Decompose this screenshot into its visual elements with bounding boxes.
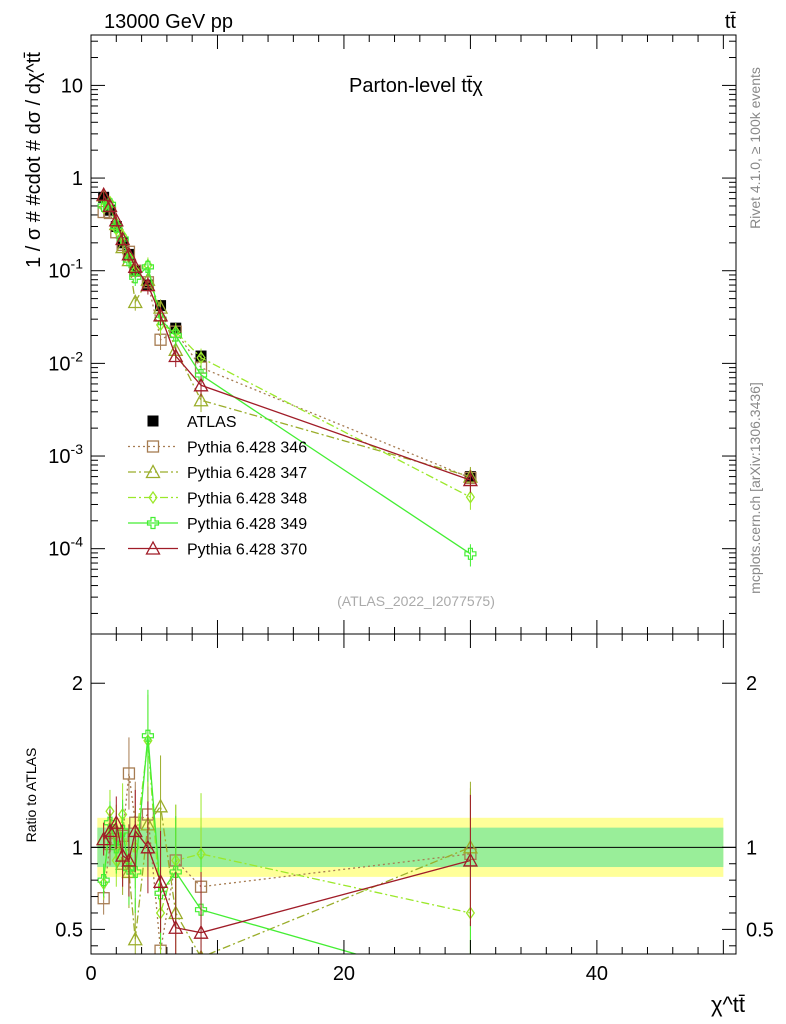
data-point [108, 212, 124, 227]
series-pythia-6-428-370 [96, 186, 479, 493]
data-point [152, 307, 169, 322]
ratio-point [169, 865, 182, 879]
ratio-point [141, 729, 155, 742]
ratio-point [108, 814, 124, 829]
series-pythia-6-428-349 [97, 198, 477, 567]
ratio-y-tick-label: 2 [72, 673, 83, 695]
main-y-tick-label: 1 [72, 168, 83, 190]
ratio-y-tick-label: 1 [72, 837, 83, 859]
ratio-frame [90, 633, 737, 955]
legend-marker [145, 464, 161, 479]
main-axis-ticks: 10-4 10-3 10-2 10-1 1 10 [48, 35, 736, 634]
ratio-point [193, 924, 209, 939]
x-tick-label: 40 [586, 963, 608, 985]
series-line [103, 195, 471, 478]
legend-entry: Pythia 6.428 346 [187, 440, 307, 457]
chart-title: Parton-level tt̄χ [349, 75, 483, 97]
data-point [110, 220, 123, 233]
data-point [196, 351, 206, 365]
legend-marker [147, 415, 159, 427]
data-point [102, 198, 118, 213]
data-point [193, 392, 209, 407]
ratio-point [465, 981, 476, 992]
ratio-series-pythia-6-428-370 [96, 789, 479, 954]
data-point [168, 348, 184, 363]
data-point [103, 198, 117, 211]
data-point [194, 368, 208, 382]
ratio-point [127, 823, 143, 838]
main-panel: 10-4 10-3 10-2 10-1 1 10 Parton-level tt̄χ (A… [23, 34, 737, 635]
legend-marker [145, 540, 161, 555]
main-y-tick-label: 10 [61, 75, 83, 97]
process-label: tt̄ [725, 11, 737, 33]
x-axis-label: χ^tt̄ [711, 992, 745, 1017]
ratio-point [122, 767, 136, 780]
ratio-y-tick-label-right: 2 [746, 673, 757, 695]
main-y-tick-label: 10-1 [48, 256, 83, 283]
ratio-point [152, 798, 169, 813]
ratio-point [152, 873, 169, 888]
ratio-series-clipped [96, 689, 479, 992]
data-point [121, 246, 137, 261]
data-point [140, 277, 156, 292]
data-point [464, 547, 477, 560]
ratio-point [102, 823, 118, 838]
energy-label: 13000 GeV pp [104, 11, 233, 33]
ratio-panel: 0.5 0.51 12 20 20 40 Ratio to ATLAS χ^tt̄ [23, 633, 774, 1017]
mcplots-label: mcplots.cern.ch [arXiv:1306.3436] [747, 382, 763, 594]
legend-entry: Pythia 6.428 349 [187, 516, 307, 533]
ratio-point [96, 831, 112, 846]
main-y-tick-label: 10-2 [48, 348, 83, 375]
ratio-point [97, 874, 110, 887]
ratio-y-tick-label: 0.5 [55, 919, 83, 941]
series-pythia-6-428-348 [99, 195, 476, 510]
ratio-uncertainty-bands [91, 817, 736, 877]
legend-entry: Pythia 6.428 370 [187, 542, 307, 559]
ratio-point [115, 847, 131, 862]
data-point [141, 260, 155, 273]
ratio-point [462, 852, 479, 867]
ratio-y-tick-label-right: 0.5 [746, 919, 774, 941]
ratio-point [127, 931, 143, 946]
ratio-point [194, 903, 208, 916]
series-line [103, 194, 471, 481]
data-point [193, 377, 209, 392]
rivet-label: Rivet 4.1.0, ≥ 100k events [747, 67, 763, 229]
ratio-point [121, 852, 137, 867]
ratio-point [168, 919, 184, 934]
ratio-point [122, 862, 136, 875]
legend-marker [148, 490, 158, 505]
data-point [127, 294, 143, 309]
main-y-tick-label: 10-3 [48, 441, 83, 468]
ratio-y-axis-label: Ratio to ATLAS [23, 748, 39, 843]
legend-entry: Pythia 6.428 348 [187, 491, 307, 508]
ratio-y-tick-label-right: 1 [746, 837, 757, 859]
x-tick-label: 20 [333, 963, 355, 985]
main-y-tick-label: 10-4 [48, 534, 83, 561]
legend: ATLAS Pythia 6.428 346 Pythia 6.428 347 Pyt… [128, 414, 307, 559]
analysis-watermark: (ATLAS_2022_I2077575) [337, 593, 495, 609]
legend-entry: Pythia 6.428 347 [187, 465, 307, 482]
data-point [465, 490, 476, 504]
data-point [96, 186, 112, 201]
legend-marker [146, 440, 160, 453]
x-tick-label: 0 [85, 963, 96, 985]
legend-marker [146, 516, 160, 530]
ratio-axis-ticks: 0.5 0.51 12 20 20 40 [55, 634, 774, 985]
ratio-point [140, 839, 156, 854]
main-y-axis-label: 1 / σ # #cdot # dσ / dχ^tt̄ [23, 52, 45, 268]
data-point [127, 259, 143, 274]
data-point [462, 472, 479, 487]
ratio-series-group [96, 689, 479, 992]
data-point [169, 329, 182, 342]
data-point [115, 231, 131, 246]
legend-entry: ATLAS [187, 414, 237, 431]
main-series-group [96, 186, 479, 567]
